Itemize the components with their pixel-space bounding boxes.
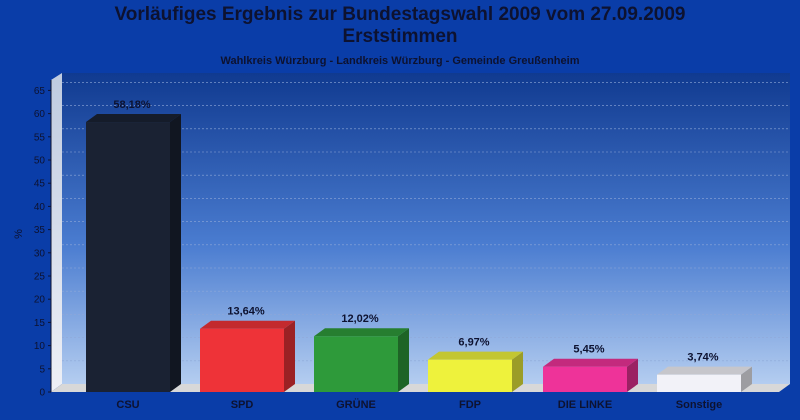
bar-side — [512, 351, 523, 392]
y-tick-label: 35 — [34, 225, 46, 236]
chart-title: Vorläufiges Ergebnis zur Bundestagswahl … — [0, 4, 800, 48]
y-tick-label: 5 — [39, 364, 45, 375]
y-tick-label: 50 — [34, 156, 46, 167]
y-tick-label: 65 — [34, 86, 46, 97]
bar-value-label: 5,45% — [573, 344, 604, 356]
bar-top — [86, 114, 181, 123]
plot-left-wall — [51, 73, 62, 392]
bar-value-label: 6,97% — [458, 337, 489, 349]
x-category-label: SPD — [231, 399, 254, 411]
y-ticks: 0 5 10 15 20 25 30 35 40 45 50 55 60 65 — [34, 86, 51, 399]
y-tick-label: 30 — [34, 248, 46, 259]
y-tick-label: 60 — [34, 109, 46, 120]
bars: 58,18% CSU 13,64% SPD 12,02% GRÜNE 6,97% FDP 5,4… — [86, 99, 752, 411]
bar-top — [200, 320, 295, 329]
chart-title-line1: Vorläufiges Ergebnis zur Bundestagswahl … — [114, 4, 686, 25]
bar-top — [543, 358, 638, 367]
bar-value-label: 13,64% — [227, 306, 265, 318]
x-category-label: FDP — [459, 399, 481, 411]
bar-front — [657, 374, 741, 392]
y-tick-label: 45 — [34, 179, 46, 190]
bar-die-linke: 5,45% DIE LINKE — [543, 344, 638, 411]
bar-side — [627, 358, 638, 392]
bar-sonstige: 3,74% Sonstige — [657, 352, 752, 411]
y-tick-label: 40 — [34, 202, 46, 213]
bar-csu: 58,18% CSU — [86, 99, 181, 411]
bar-front — [314, 336, 398, 392]
bar-front — [543, 366, 627, 392]
bar-top — [657, 366, 752, 375]
y-tick-label: 55 — [34, 132, 46, 143]
bar-spd: 13,64% SPD — [200, 306, 295, 411]
y-tick-label: 25 — [34, 272, 46, 283]
bar-side — [170, 114, 181, 392]
bar-fdp: 6,97% FDP — [428, 337, 523, 411]
y-tick-label: 10 — [34, 341, 46, 352]
chart-subtitle: Wahlkreis Würzburg - Landkreis Würzburg … — [220, 55, 580, 67]
bar-top — [428, 351, 523, 360]
bar-top — [314, 328, 409, 337]
gridlines — [62, 82, 790, 362]
y-axis-label: % — [13, 229, 25, 239]
bar-value-label: 12,02% — [341, 313, 379, 325]
chart-title-line2: Erststimmen — [342, 26, 458, 47]
y-tick-label: 20 — [34, 295, 46, 306]
x-category-label: GRÜNE — [336, 398, 376, 411]
x-category-label: Sonstige — [676, 399, 722, 411]
bar-front — [200, 328, 284, 392]
bar-front — [86, 122, 170, 392]
plot-back-wall — [62, 73, 790, 384]
bar-side — [741, 366, 752, 392]
y-tick-label: 0 — [39, 388, 45, 399]
bar-side — [398, 328, 409, 392]
bar-side — [284, 320, 295, 392]
bar-gr-ne: 12,02% GRÜNE — [314, 313, 409, 411]
x-category-label: CSU — [116, 399, 139, 411]
x-category-label: DIE LINKE — [558, 399, 612, 411]
y-tick-label: 15 — [34, 318, 46, 329]
bar-value-label: 3,74% — [687, 352, 718, 364]
bar-value-label: 58,18% — [113, 99, 151, 111]
bar-front — [428, 359, 512, 392]
